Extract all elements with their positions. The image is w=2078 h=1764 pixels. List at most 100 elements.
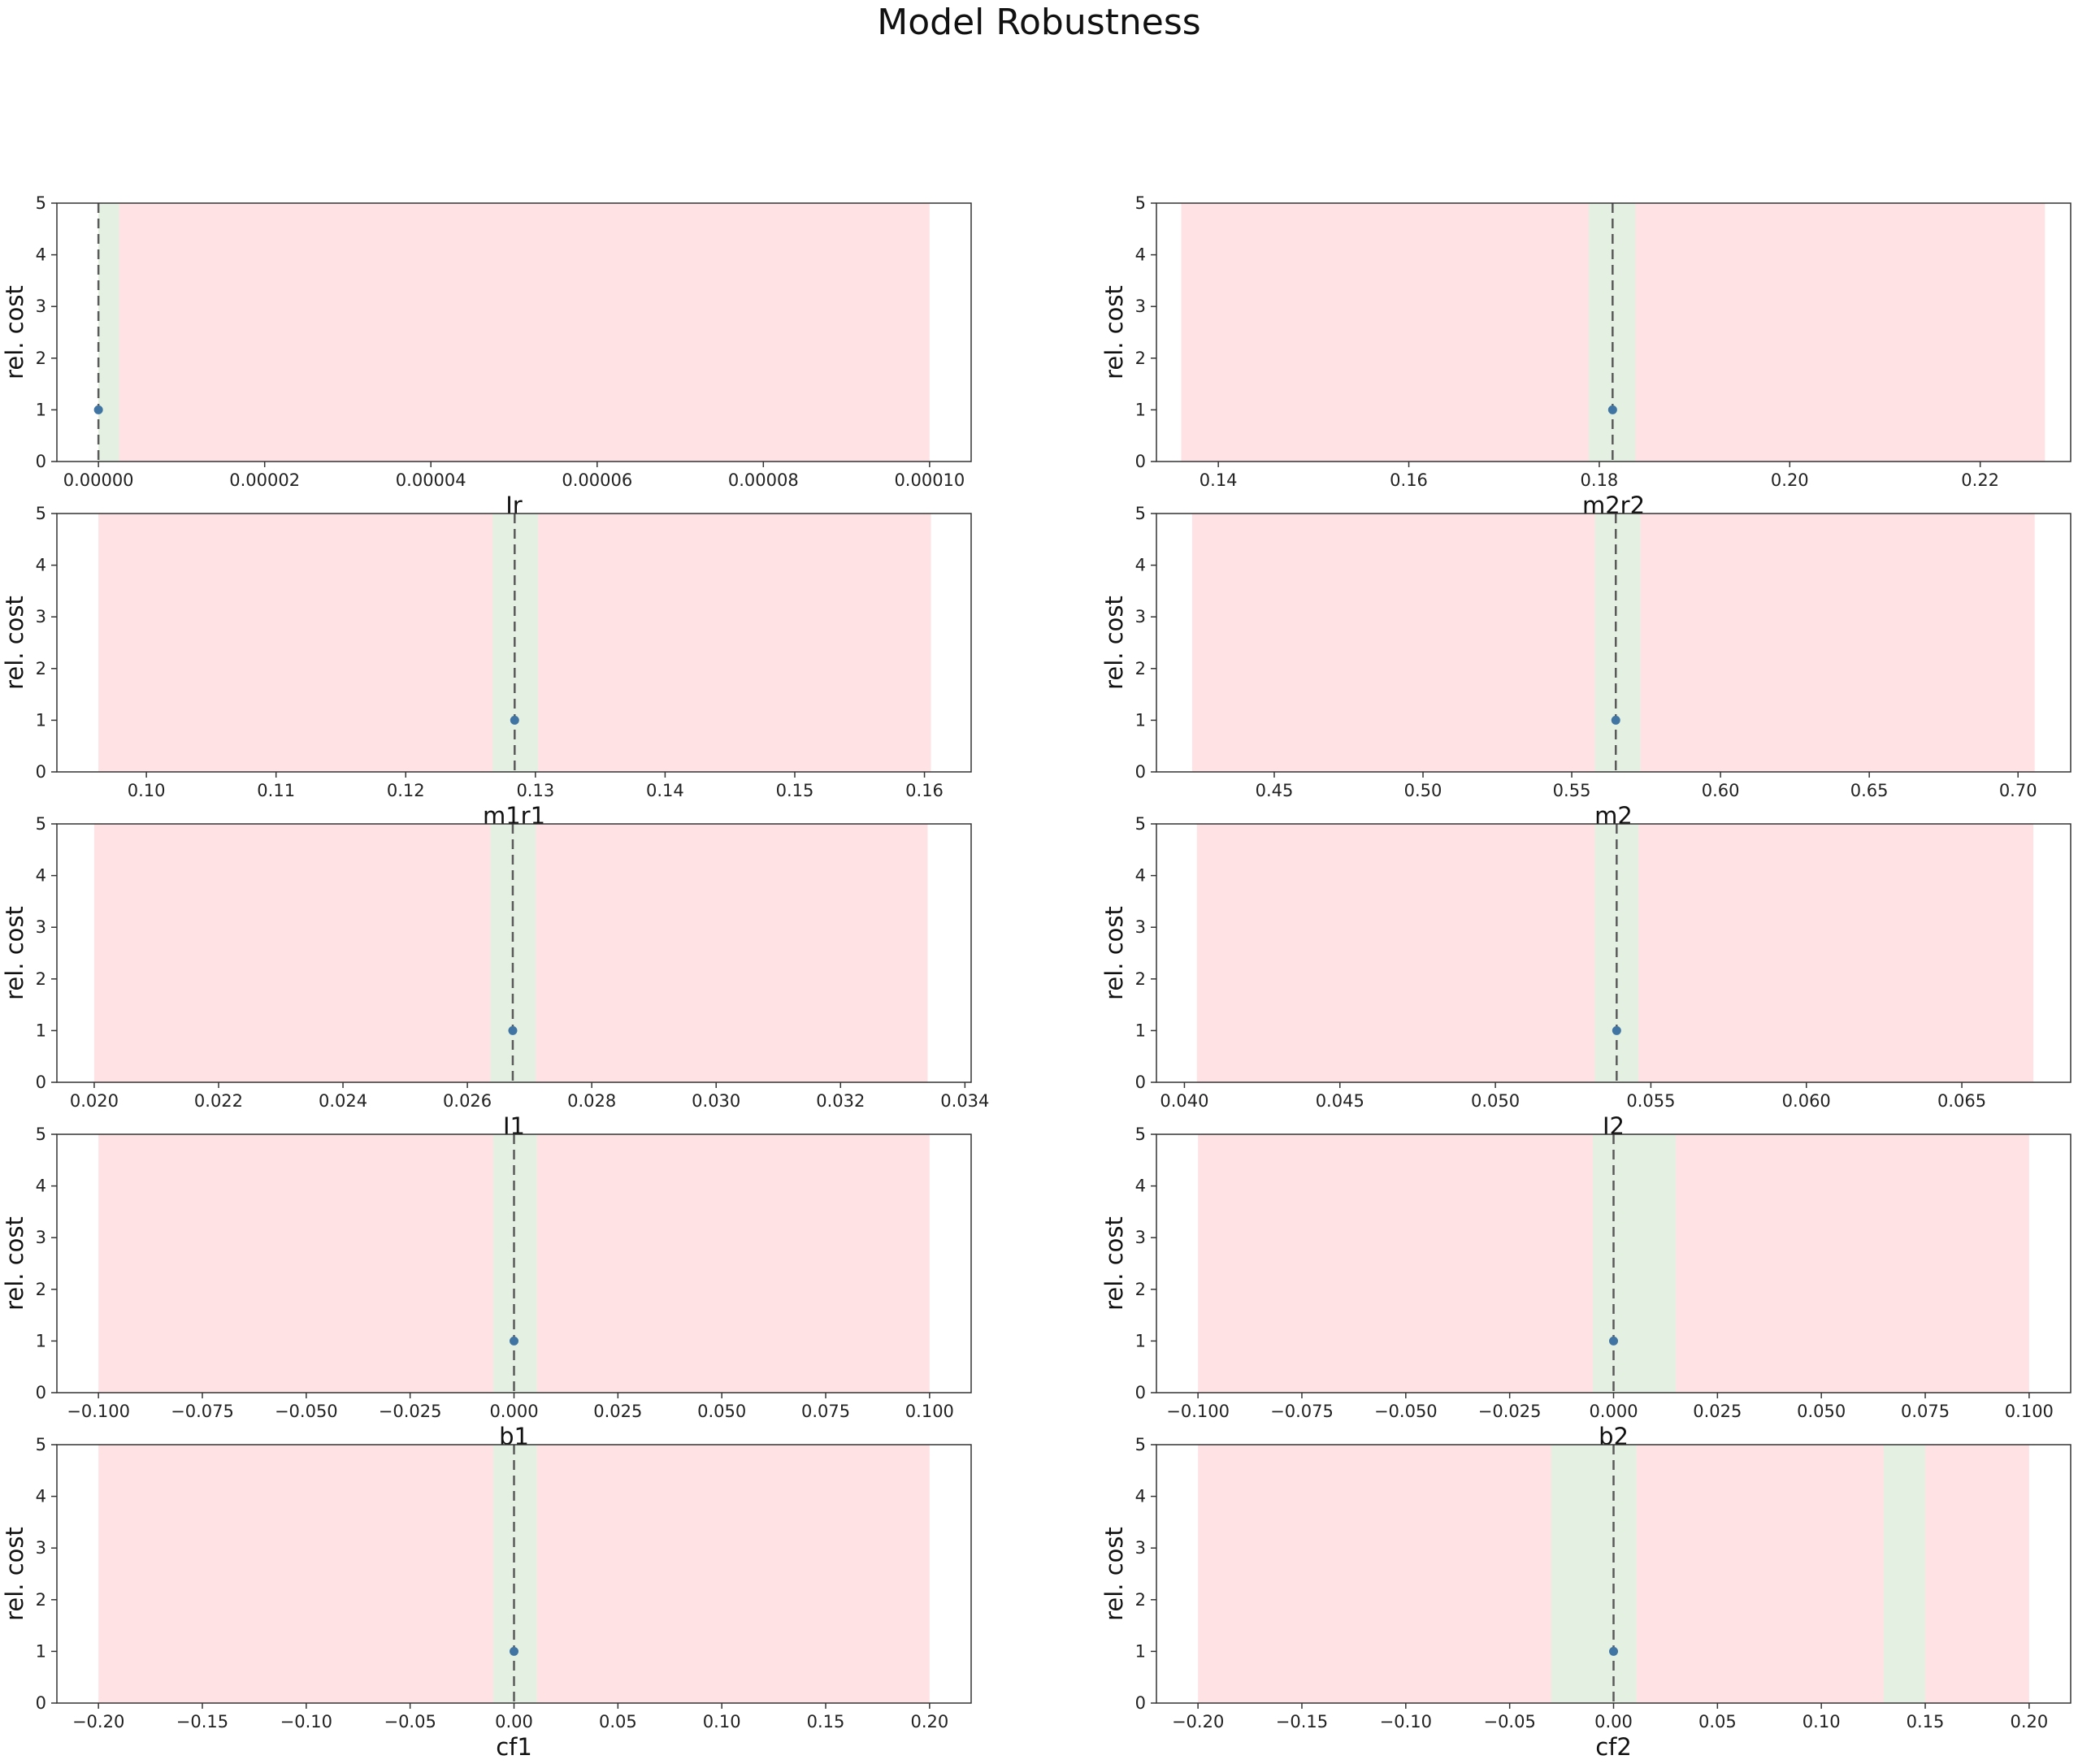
y-tick-label: 1 [36, 1331, 46, 1350]
y-tick-label: 0 [36, 1383, 46, 1402]
x-tick-label: 0.05 [599, 1712, 637, 1731]
x-tick-label: 0.00006 [562, 470, 632, 490]
x-tick-label: 0.00004 [396, 470, 466, 490]
y-axis-label: rel. cost [1100, 1527, 1128, 1621]
x-tick-label: −0.050 [1374, 1402, 1438, 1421]
y-tick-label: 2 [36, 659, 46, 678]
x-tick-label: −0.075 [171, 1402, 234, 1421]
data-point [510, 715, 519, 725]
x-tick-label: 0.026 [443, 1091, 492, 1111]
x-tick-label: 0.15 [807, 1712, 845, 1731]
y-tick-label: 2 [36, 349, 46, 368]
y-axis-label: rel. cost [1, 285, 28, 379]
x-tick-label: 0.055 [1626, 1091, 1675, 1111]
x-tick-label: 0.22 [1961, 470, 1999, 490]
y-tick-label: 0 [1135, 1693, 1146, 1713]
green-region [1594, 514, 1641, 772]
data-point [1607, 405, 1617, 414]
x-tick-label: 0.040 [1160, 1091, 1208, 1111]
y-tick-label: 3 [36, 297, 46, 316]
y-tick-label: 5 [1135, 1125, 1146, 1144]
subplot-b2: −0.100 −0.075 −0.050 −0.025 0.000 0.025 0.050 0… [1100, 1125, 2071, 1450]
subplot-cf1: −0.20 −0.15 −0.10 −0.05 0.00 0.05 0.10 0.15 0.20… [1, 1435, 972, 1761]
y-axis-label: rel. cost [1, 1216, 28, 1311]
y-tick-label: 0 [36, 762, 46, 782]
axes-frame [1156, 823, 2071, 1083]
x-tick-label: −0.075 [1270, 1402, 1334, 1421]
subplot-b1: −0.100 −0.075 −0.050 −0.025 0.000 0.025 0.050 0… [1, 1125, 972, 1450]
x-tick-label: 0.10 [1803, 1712, 1841, 1731]
y-tick-label: 0 [36, 452, 46, 471]
y-tick-label: 4 [36, 556, 46, 575]
y-tick-label: 3 [1135, 1538, 1146, 1558]
x-tick-label: 0.00010 [894, 470, 965, 490]
y-tick-label: 5 [36, 814, 46, 834]
y-tick-label: 5 [1135, 504, 1146, 523]
x-tick-label: 0.15 [1907, 1712, 1945, 1731]
x-tick-label: 0.05 [1698, 1712, 1737, 1731]
red-region [98, 203, 930, 462]
x-tick-label: −0.025 [1478, 1402, 1542, 1421]
y-tick-label: 3 [36, 917, 46, 937]
x-tick-label: 0.10 [128, 781, 166, 800]
subplot-ir: 0.00000 0.00002 0.00004 0.00006 0.00008 0.000… [1, 193, 972, 519]
y-tick-label: 4 [1135, 1487, 1146, 1506]
y-tick-label: 3 [36, 607, 46, 626]
y-tick-label: 3 [36, 1228, 46, 1247]
y-tick-label: 5 [36, 193, 46, 213]
x-tick-label: 0.022 [194, 1091, 243, 1111]
y-tick-label: 2 [1135, 1280, 1146, 1299]
y-tick-label: 0 [1135, 1073, 1146, 1092]
figure-title: Model Robustness [877, 2, 1201, 43]
x-tick-label: 0.18 [1581, 470, 1619, 490]
x-tick-label: −0.100 [67, 1402, 130, 1421]
y-axis-label: rel. cost [1100, 285, 1128, 379]
x-tick-label: 0.00 [1594, 1712, 1633, 1731]
x-axis-label: cf1 [496, 1733, 532, 1761]
axes-frame [56, 513, 972, 773]
x-tick-label: 0.050 [1797, 1402, 1846, 1421]
x-tick-label: 0.000 [489, 1402, 538, 1421]
y-tick-label: 4 [36, 245, 46, 265]
x-tick-label: −0.20 [1172, 1712, 1224, 1731]
y-tick-label: 2 [1135, 969, 1146, 989]
x-tick-label: −0.050 [275, 1402, 338, 1421]
green-region [98, 203, 119, 462]
x-tick-label: −0.05 [384, 1712, 436, 1731]
subplot-cf2: −0.20 −0.15 −0.10 −0.05 0.00 0.05 0.10 0.15 0.20… [1100, 1435, 2071, 1761]
x-tick-label: 0.12 [387, 781, 425, 800]
subplot-i2: 0.040 0.045 0.050 0.055 0.060 0.065012345I2re… [1100, 814, 2071, 1140]
x-tick-label: 0.034 [940, 1091, 989, 1111]
y-tick-label: 5 [36, 1435, 46, 1454]
y-tick-label: 5 [36, 504, 46, 523]
x-tick-label: 0.050 [697, 1402, 746, 1421]
y-axis-label: rel. cost [1, 596, 28, 690]
x-tick-label: 0.50 [1404, 781, 1442, 800]
y-axis-label: rel. cost [1100, 1216, 1128, 1311]
x-tick-label: 0.20 [910, 1712, 948, 1731]
y-tick-label: 2 [1135, 349, 1146, 368]
x-axis-label: cf2 [1595, 1733, 1632, 1761]
y-tick-label: 5 [1135, 193, 1146, 213]
data-point [1609, 1336, 1618, 1346]
x-tick-label: 0.020 [70, 1091, 119, 1111]
x-tick-label: −0.05 [1483, 1712, 1535, 1731]
y-tick-label: 2 [1135, 659, 1146, 678]
data-point [1611, 715, 1620, 725]
y-tick-label: 2 [36, 969, 46, 989]
y-tick-label: 0 [36, 1693, 46, 1713]
x-tick-label: −0.15 [176, 1712, 228, 1731]
x-tick-label: −0.15 [1276, 1712, 1328, 1731]
x-tick-label: 0.55 [1553, 781, 1591, 800]
x-tick-label: 0.075 [1901, 1402, 1950, 1421]
y-tick-label: 1 [1135, 710, 1146, 730]
data-point [93, 405, 103, 414]
x-tick-label: 0.100 [2005, 1402, 2054, 1421]
y-tick-label: 4 [1135, 245, 1146, 265]
y-tick-label: 0 [1135, 1383, 1146, 1402]
y-axis-label: rel. cost [1100, 906, 1128, 1000]
y-tick-label: 3 [36, 1538, 46, 1558]
data-point [1612, 1025, 1621, 1035]
